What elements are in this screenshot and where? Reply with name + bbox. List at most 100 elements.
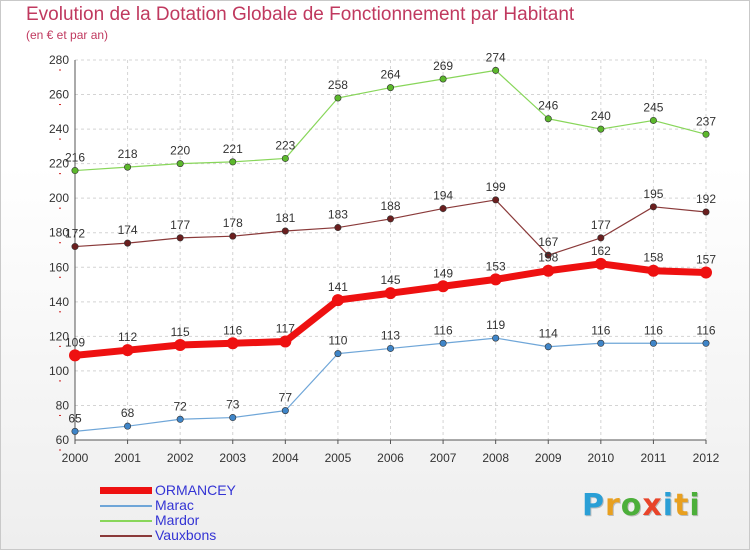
- x-tick-label: 2002: [167, 451, 194, 465]
- data-point-marac: [176, 415, 184, 423]
- data-label-ormancey: 141: [328, 280, 348, 294]
- data-label-ormancey: 153: [486, 259, 506, 273]
- data-label-ormancey: 116: [223, 323, 242, 337]
- y-tick-label: 100: [49, 364, 69, 378]
- data-label-ormancey: 157: [696, 252, 716, 266]
- data-label-ormancey: 117: [276, 322, 295, 336]
- data-point-ormancey: [700, 266, 712, 279]
- logo-letter: o: [620, 488, 643, 523]
- legend-label: ORMANCEY: [155, 482, 236, 498]
- data-point-mardor: [281, 154, 289, 162]
- data-label-vauxbons: 195: [643, 187, 663, 201]
- data-label-ormancey: 109: [65, 335, 85, 349]
- data-point-marac: [492, 334, 500, 342]
- x-tick-label: 2001: [114, 451, 141, 465]
- data-point-ormancey: [437, 280, 450, 293]
- data-label-mardor: 216: [65, 151, 85, 165]
- y-tick-label: 60: [56, 433, 70, 447]
- data-point-mardor: [334, 94, 342, 102]
- data-point-ormancey: [489, 273, 502, 286]
- data-label-marac: 77: [279, 391, 293, 405]
- data-label-vauxbons: 188: [380, 199, 400, 213]
- data-point-ormancey: [279, 335, 292, 348]
- logo-letter: i: [662, 488, 675, 523]
- data-point-marac: [544, 343, 552, 351]
- y-tick-label: 180: [49, 226, 69, 240]
- data-point-vauxbons: [439, 205, 447, 213]
- data-point-vauxbons: [649, 203, 657, 211]
- data-label-mardor: 237: [696, 114, 716, 128]
- data-point-marac: [597, 339, 605, 347]
- data-point-vauxbons: [334, 224, 342, 232]
- legend-label: Marac: [155, 497, 194, 513]
- data-point-ormancey: [226, 337, 239, 350]
- data-point-mardor: [124, 163, 132, 171]
- y-tick-label: 120: [49, 329, 69, 343]
- data-label-vauxbons: 174: [118, 223, 138, 237]
- data-label-marac: 116: [434, 323, 453, 337]
- data-label-mardor: 218: [118, 147, 138, 161]
- y-tick-label: 220: [49, 157, 69, 171]
- data-label-mardor: 223: [275, 138, 295, 152]
- data-point-mardor: [702, 130, 710, 138]
- data-label-ormancey: 145: [380, 273, 400, 287]
- data-label-vauxbons: 177: [170, 218, 190, 232]
- legend-swatch: [100, 535, 152, 537]
- logo-letter: t: [674, 488, 690, 523]
- legend-label: Mardor: [155, 512, 200, 528]
- x-tick-label: 2011: [641, 451, 667, 465]
- data-point-vauxbons: [386, 215, 394, 223]
- x-tick-label: 2006: [377, 451, 404, 465]
- data-label-ormancey: 158: [538, 251, 558, 265]
- data-point-vauxbons: [71, 243, 79, 251]
- data-point-mardor: [439, 75, 447, 83]
- data-label-vauxbons: 192: [696, 192, 716, 206]
- data-label-marac: 73: [226, 398, 240, 412]
- plot-area: [75, 60, 706, 440]
- data-label-vauxbons: 177: [591, 218, 611, 232]
- data-label-ormancey: 115: [171, 325, 190, 339]
- data-point-ormancey: [69, 349, 81, 362]
- data-point-vauxbons: [702, 208, 710, 216]
- data-point-ormancey: [542, 264, 555, 277]
- data-label-mardor: 246: [538, 99, 558, 113]
- data-point-mardor: [597, 125, 605, 133]
- data-point-ormancey: [384, 287, 397, 300]
- x-tick-label: 2004: [272, 451, 299, 465]
- data-label-marac: 119: [486, 318, 505, 332]
- data-label-mardor: 264: [380, 68, 400, 82]
- x-tick-label: 2008: [482, 451, 509, 465]
- data-label-vauxbons: 178: [223, 216, 243, 230]
- data-point-marac: [229, 414, 237, 422]
- data-point-vauxbons: [544, 251, 552, 259]
- data-point-marac: [334, 350, 342, 358]
- data-label-mardor: 220: [170, 144, 190, 158]
- data-point-ormancey: [647, 264, 660, 277]
- data-label-marac: 113: [381, 328, 400, 342]
- data-label-mardor: 245: [643, 100, 663, 114]
- data-point-mardor: [71, 167, 79, 175]
- chart-title: Evolution de la Dotation Globale de Fonc…: [26, 4, 575, 25]
- data-label-ormancey: 112: [118, 330, 137, 344]
- data-label-mardor: 240: [591, 109, 611, 123]
- data-label-marac: 116: [591, 323, 610, 337]
- data-label-vauxbons: 167: [538, 235, 558, 249]
- proxiti-logo: Proxiti: [582, 488, 701, 523]
- data-point-mardor: [176, 160, 184, 168]
- data-label-marac: 68: [121, 406, 135, 420]
- data-label-mardor: 269: [433, 59, 453, 73]
- chart-subtitle: (en € et par an): [26, 28, 109, 42]
- data-point-mardor: [386, 84, 394, 92]
- x-tick-label: 2010: [587, 451, 614, 465]
- data-label-marac: 114: [539, 327, 558, 341]
- legend-swatch: [100, 487, 152, 494]
- data-point-ormancey: [174, 339, 187, 351]
- data-point-marac: [439, 339, 447, 347]
- data-point-vauxbons: [176, 234, 184, 242]
- data-label-ormancey: 162: [591, 244, 611, 258]
- data-point-mardor: [649, 116, 657, 124]
- data-label-marac: 65: [68, 411, 82, 425]
- x-tick-label: 2005: [325, 451, 352, 465]
- data-label-marac: 72: [173, 399, 187, 413]
